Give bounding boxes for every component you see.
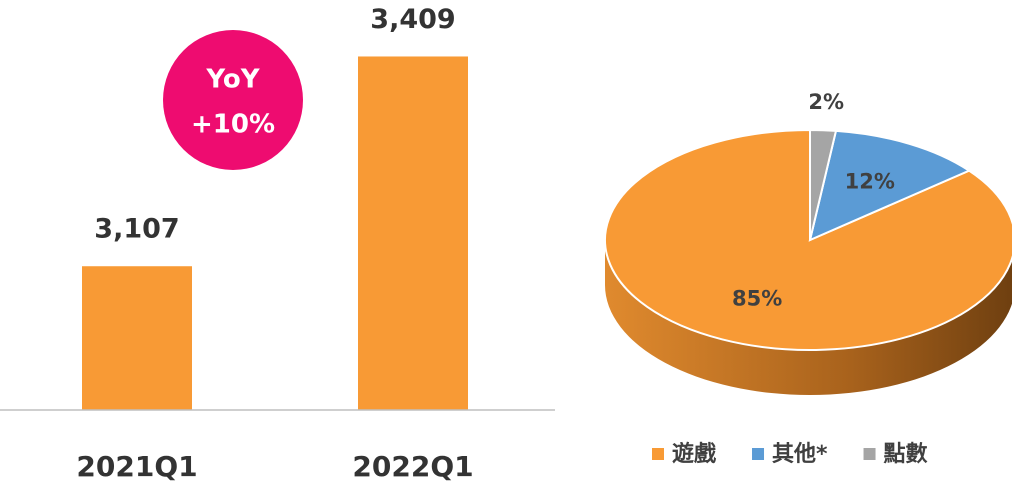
pie-value: 2 bbox=[808, 90, 823, 114]
value-label: 3,107 bbox=[94, 214, 179, 245]
pie-slice bbox=[809, 128, 838, 241]
bar bbox=[358, 56, 468, 410]
legend-swatch bbox=[863, 448, 876, 460]
annotation: YoY bbox=[205, 65, 260, 95]
pie-slice bbox=[808, 129, 972, 242]
legend-label: 遊戲 bbox=[672, 441, 717, 467]
pie-side bbox=[605, 240, 1012, 395]
legend-label: 點數 bbox=[884, 442, 928, 467]
yoy-badge bbox=[163, 30, 303, 170]
pie-label: 85% bbox=[732, 287, 782, 311]
legend-swatch bbox=[752, 448, 765, 460]
bar bbox=[82, 266, 192, 410]
pie-value: 12 bbox=[845, 169, 874, 193]
pie-value: 85 bbox=[732, 287, 761, 311]
pie-label: 2% bbox=[808, 90, 844, 114]
legend-swatch bbox=[652, 448, 664, 460]
legend-label: 其他* bbox=[772, 442, 828, 467]
value-label: 3,409 bbox=[370, 4, 455, 35]
pie-label: 12% bbox=[845, 169, 895, 193]
annotation: +10% bbox=[191, 110, 275, 140]
x-tick-label: 2021Q1 bbox=[76, 450, 197, 483]
pie-slice bbox=[604, 128, 1012, 351]
x-tick-label: 2022Q1 bbox=[352, 450, 473, 483]
